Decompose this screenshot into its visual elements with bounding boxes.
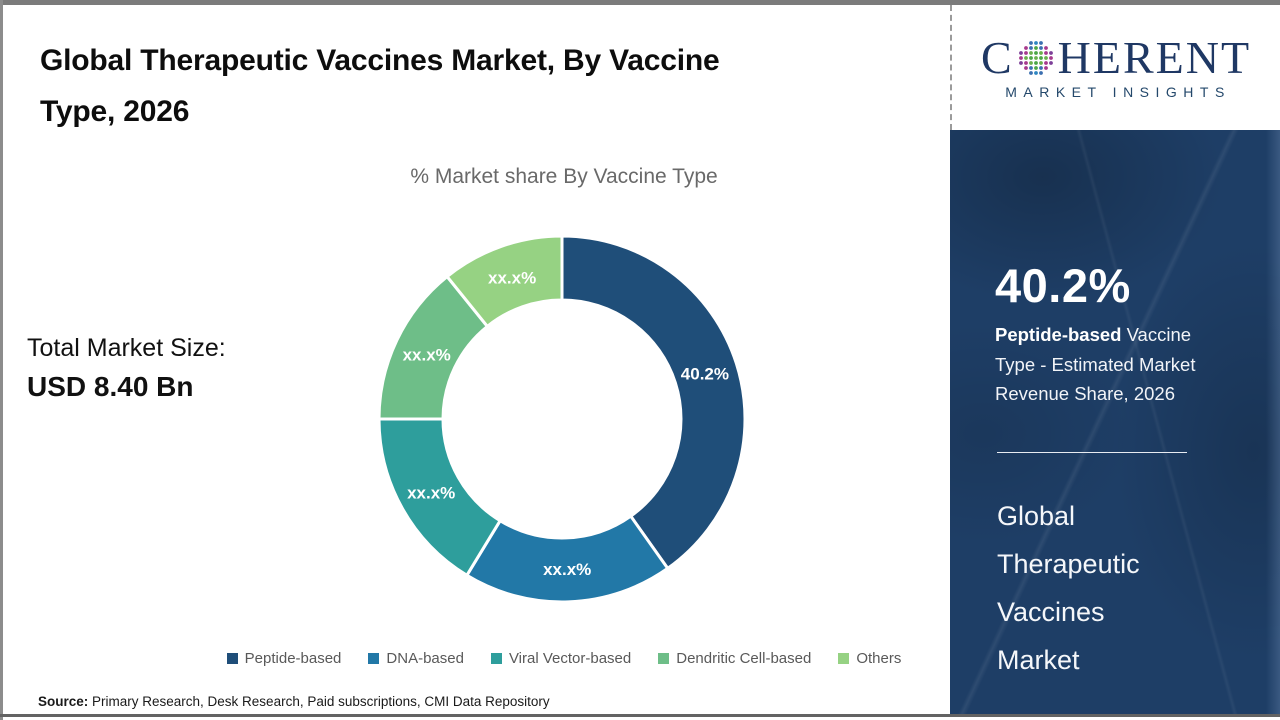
page-title-line1: Global Therapeutic Vaccines Market, By V… <box>40 44 720 77</box>
legend-label: DNA-based <box>386 650 464 667</box>
brand-logo-box: C HERENT MARKET INSIGHTS <box>950 5 1280 130</box>
legend-item-peptide-based: Peptide-based <box>226 650 342 667</box>
legend-label: Others <box>856 650 902 667</box>
brand-letters-rest: HERENT <box>1057 32 1252 83</box>
legend-marker <box>658 653 670 664</box>
donut-slice-label: xx.x% <box>543 560 591 579</box>
chart-subtitle: % Market share By Vaccine Type <box>410 165 718 188</box>
legend-marker <box>368 653 380 664</box>
coherent-globe-icon <box>1018 41 1053 75</box>
highlight-stat-segment: Peptide-based <box>995 324 1122 345</box>
legend-marker <box>838 653 850 664</box>
donut-chart: 40.2% xx.x% xx.x% xx.x% xx.x% <box>372 229 752 609</box>
brand-tagline: MARKET INSIGHTS <box>1005 84 1231 100</box>
top-border-bar <box>0 0 1280 5</box>
page-title-line2: Type, 2026 <box>40 95 190 128</box>
chart-legend: Peptide-based DNA-based Viral Vector-based… <box>190 650 938 667</box>
legend-item-others: Others <box>838 650 901 667</box>
total-market-size: Total Market Size: USD 8.40 Bn <box>27 329 226 407</box>
highlight-stat-value: 40.2% <box>995 259 1131 312</box>
world-map-texture <box>950 130 1280 714</box>
page-title: Global Therapeutic Vaccines Market, By V… <box>40 35 920 137</box>
donut-slice-label: xx.x% <box>403 345 451 364</box>
market-name: Global Therapeutic Vaccines Market <box>997 501 1140 675</box>
legend-label: Dendritic Cell-based <box>676 650 812 667</box>
highlight-stat-description: Peptide-based Vaccine Type - Estimated M… <box>995 320 1233 409</box>
highlight-stat: 40.2% Peptide-based Vaccine Type - Estim… <box>995 260 1245 409</box>
source-line: Source: Primary Research, Desk Research,… <box>38 694 550 709</box>
left-border-bar <box>0 0 3 720</box>
main-content-area: Global Therapeutic Vaccines Market, By V… <box>3 5 950 714</box>
side-panel-divider <box>997 452 1187 453</box>
legend-marker <box>490 653 502 664</box>
donut-slice-label: 40.2% <box>681 365 729 384</box>
legend-item-dna-based: DNA-based <box>368 650 464 667</box>
legend-marker <box>226 653 238 664</box>
donut-slice-label: xx.x% <box>407 484 455 503</box>
legend-label: Peptide-based <box>244 650 342 667</box>
source-text: Primary Research, Desk Research, Paid su… <box>88 694 550 709</box>
side-panel: 40.2% Peptide-based Vaccine Type - Estim… <box>950 130 1280 714</box>
legend-item-viral-vector-based: Viral Vector-based <box>490 650 632 667</box>
bottom-border-bar <box>0 714 1280 717</box>
highlight-stat-rest: Vaccine Type - Estimated Market Revenue … <box>995 324 1196 404</box>
total-market-label: Total Market Size: <box>27 334 226 362</box>
brand-logo: C HERENT <box>981 35 1251 81</box>
donut-slice-others <box>445 234 564 329</box>
donut-slice-peptide-based <box>560 234 747 571</box>
total-market-value: USD 8.40 Bn <box>27 371 194 402</box>
legend-label: Viral Vector-based <box>508 650 632 667</box>
donut-slice-label: xx.x% <box>488 269 536 288</box>
donut-chart-svg: 40.2% xx.x% xx.x% xx.x% xx.x% <box>377 234 747 604</box>
source-label: Source: <box>38 694 89 709</box>
legend-item-dendritic-cell-based: Dendritic Cell-based <box>658 650 811 667</box>
brand-letter-c: C <box>980 32 1014 83</box>
